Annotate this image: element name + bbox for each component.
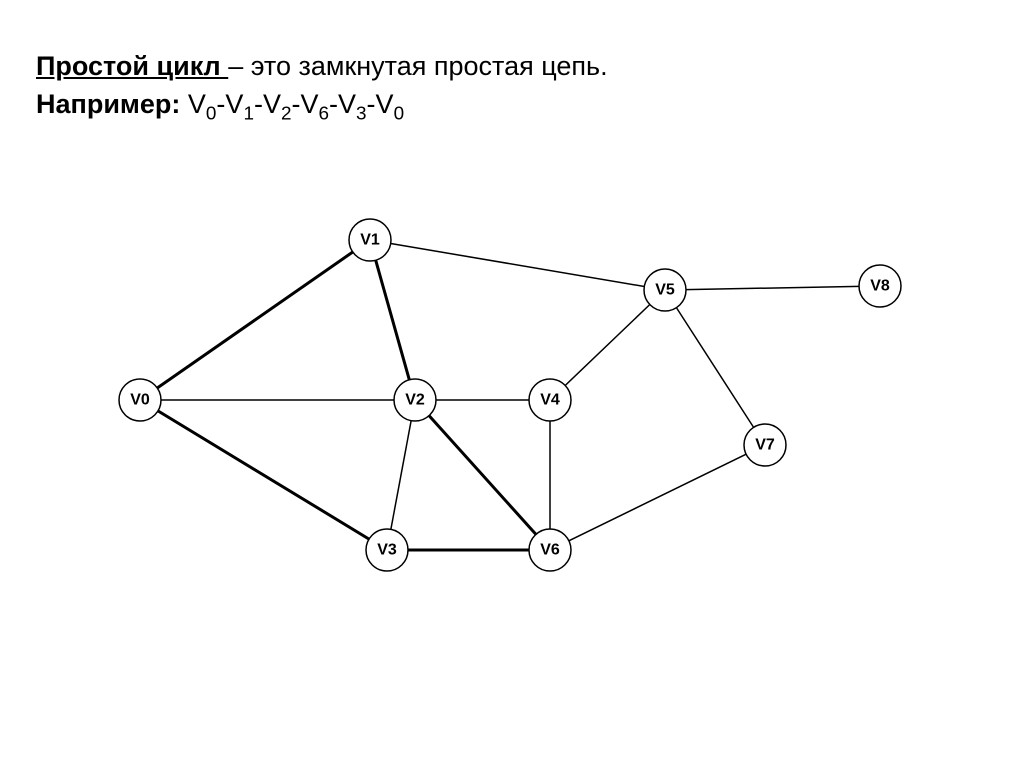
- edge-V1-V2: [376, 260, 410, 380]
- node-V5: V5: [644, 269, 686, 311]
- node-V8: V8: [859, 265, 901, 307]
- heading-line-1: Простой цикл – это замкнутая простая цеп…: [36, 48, 988, 86]
- node-label-V5: V5: [655, 282, 675, 299]
- node-V7: V7: [744, 424, 786, 466]
- title-rest: – это замкнутая простая цепь.: [228, 51, 607, 81]
- edge-V0-V3: [158, 411, 369, 539]
- graph-container: V0 V1 V2 V3 V4 V5 V6 V7 V8: [110, 200, 920, 620]
- edge-V5-V8: [686, 286, 859, 289]
- node-V0: V0: [119, 379, 161, 421]
- node-V6: V6: [529, 529, 571, 571]
- node-label-V2: V2: [405, 392, 425, 409]
- edge-V2-V3: [391, 421, 411, 530]
- heading-block: Простой цикл – это замкнутая простая цеп…: [36, 48, 988, 128]
- node-label-V0: V0: [130, 392, 150, 409]
- edge-V6-V7: [569, 454, 746, 541]
- node-V2: V2: [394, 379, 436, 421]
- title-term: Простой цикл: [36, 51, 228, 81]
- node-label-V7: V7: [755, 437, 775, 454]
- example-label: Например:: [36, 89, 188, 119]
- page: Простой цикл – это замкнутая простая цеп…: [0, 0, 1024, 767]
- node-V4: V4: [529, 379, 571, 421]
- node-label-V4: V4: [540, 392, 560, 409]
- graph-svg: V0 V1 V2 V3 V4 V5 V6 V7 V8: [110, 200, 920, 620]
- node-label-V6: V6: [540, 542, 560, 559]
- edge-V1-V5: [391, 244, 645, 287]
- edge-V0-V1: [157, 252, 353, 388]
- heading-line-2: Например: V0-V1-V2-V6-V3-V0: [36, 86, 988, 128]
- node-label-V8: V8: [870, 278, 890, 295]
- node-V3: V3: [366, 529, 408, 571]
- edge-V4-V5: [565, 305, 650, 386]
- node-V1: V1: [349, 219, 391, 261]
- edge-V2-V6: [429, 416, 536, 535]
- node-label-V3: V3: [377, 542, 397, 559]
- edge-V5-V7: [676, 308, 753, 428]
- example-path: V0-V1-V2-V6-V3-V0: [188, 89, 404, 119]
- node-label-V1: V1: [360, 232, 380, 249]
